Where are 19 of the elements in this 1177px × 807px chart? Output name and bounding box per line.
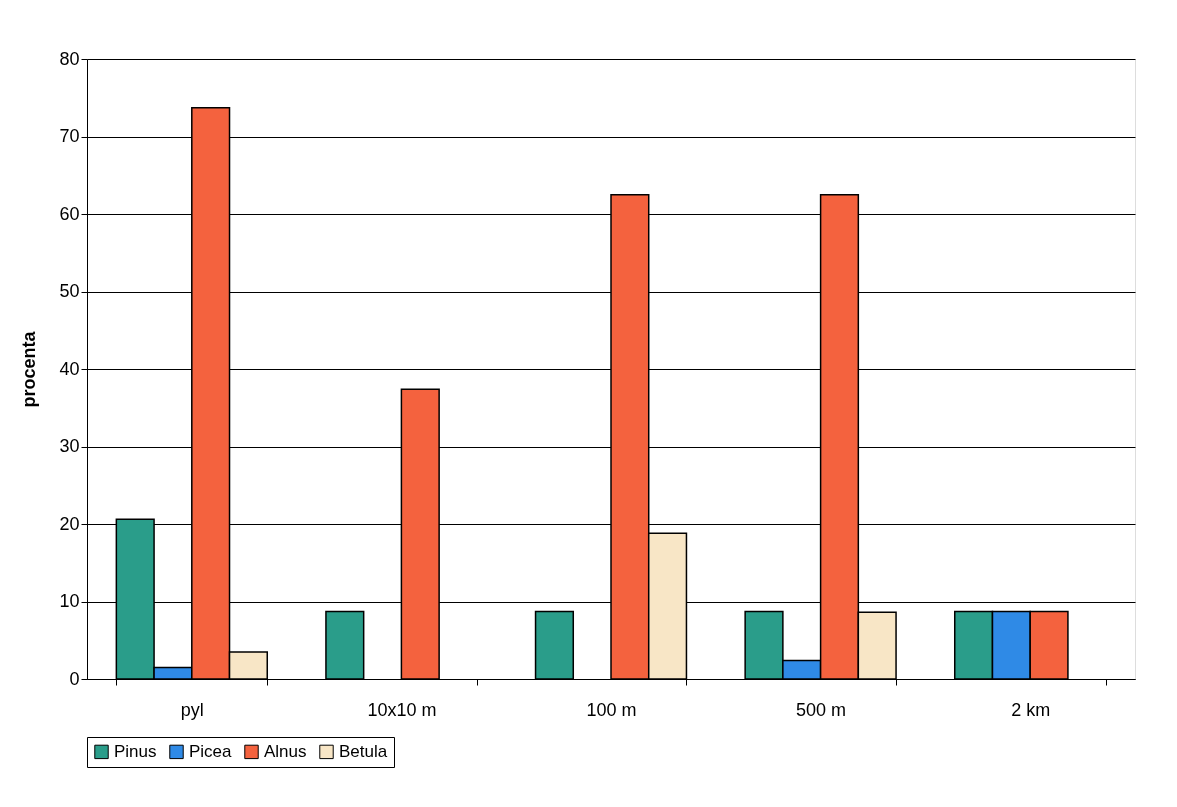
x-tick-label: 500 m — [796, 699, 847, 720]
y-tick-label: 80 — [59, 48, 80, 69]
y-tick-label: 60 — [59, 203, 80, 224]
x-tick-label: 100 m — [586, 699, 637, 720]
y-tick-label: 40 — [59, 358, 80, 379]
legend-label: Pinus — [114, 741, 157, 761]
y-tick-label: 10 — [59, 591, 80, 611]
y-tick-label: 50 — [59, 281, 80, 301]
x-tick-label: 2 km — [1011, 699, 1051, 720]
y-tick-label: 0 — [69, 668, 80, 689]
legend-label: Picea — [189, 741, 233, 761]
y-tick-label: 30 — [59, 436, 80, 456]
y-axis-title: procenta — [19, 330, 40, 408]
x-tick-label: 10x10 m — [367, 699, 437, 720]
x-tick-label: pyl — [180, 699, 204, 720]
y-tick-label: 70 — [59, 126, 80, 146]
legend-label: Alnus — [264, 741, 307, 761]
y-tick-label: 20 — [59, 513, 80, 534]
legend-label: Betula — [339, 741, 388, 761]
